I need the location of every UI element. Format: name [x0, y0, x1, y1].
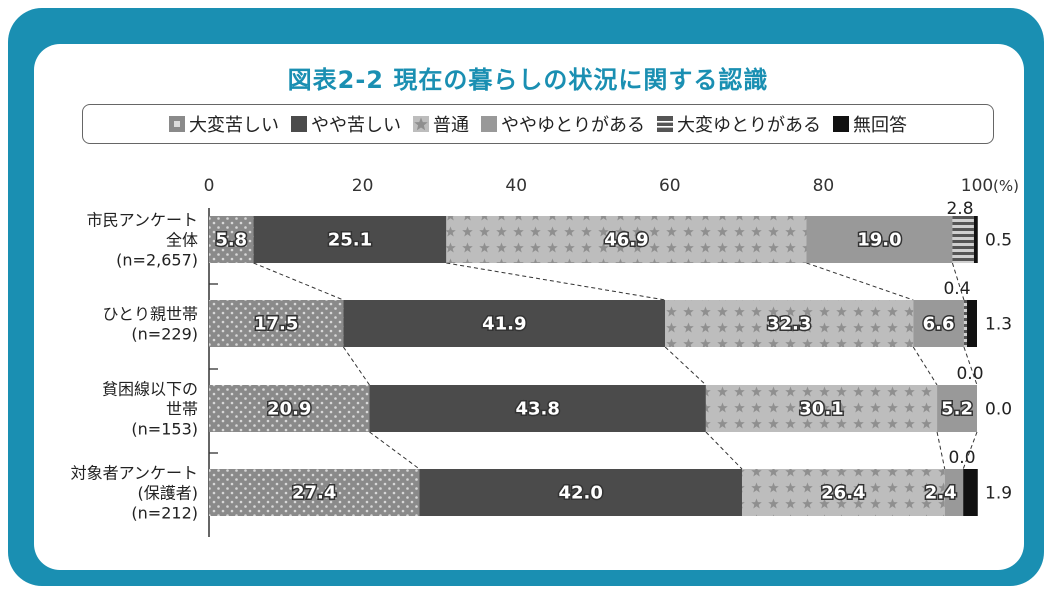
category-label: (保護者) [138, 484, 199, 503]
bar-segment [806, 216, 953, 263]
data-label: 0.0 [948, 448, 975, 468]
legend-item: 大変苦しい [169, 111, 279, 137]
data-label: 6.6 [923, 314, 955, 335]
chart-title: 図表2-2 現在の暮らしの状況に関する認識 [287, 66, 769, 94]
connector-line [936, 431, 946, 470]
bar-segment [963, 300, 968, 347]
connector-line [446, 262, 666, 301]
data-label: 17.5 [254, 314, 298, 335]
connector-line [705, 431, 743, 470]
legend-item: やや苦しい [291, 111, 401, 137]
bar-segment [369, 385, 706, 432]
legend-swatch [169, 116, 185, 132]
data-label: 25.1 [328, 230, 372, 251]
bar-segment [446, 216, 807, 263]
data-label: 42.0 [559, 483, 603, 504]
connector-line [664, 346, 707, 386]
data-label: 2.4 [925, 483, 957, 504]
data-label: 19.0 [857, 230, 901, 251]
data-label: 0.4 [943, 279, 970, 299]
bar-segment [665, 300, 914, 347]
legend: 大変苦しい やや苦しい 普通 ややゆとりがある 大変ゆとりがある 無回答 [82, 104, 994, 144]
data-label: 41.9 [482, 314, 526, 335]
bar-segment [967, 300, 977, 347]
category-label: (n=2,657) [116, 251, 198, 270]
axis-unit: (%) [993, 177, 1019, 195]
category-label: ひとり親世帯 [102, 305, 198, 324]
bar-segment [973, 216, 978, 263]
bar-segment [209, 216, 254, 263]
x-tick-label: 40 [505, 176, 527, 196]
legend-label: 普通 [433, 115, 469, 136]
bar-segment [343, 300, 666, 347]
connector-line [369, 431, 420, 470]
legend-label: やや苦しい [311, 115, 401, 136]
bar-segment [209, 300, 344, 347]
bar-segment [963, 469, 978, 516]
legend-item: ややゆとりがある [481, 111, 645, 137]
legend-swatch [833, 116, 849, 132]
legend-label: 無回答 [853, 115, 907, 136]
legend-item: 大変ゆとりがある [657, 111, 821, 137]
bar-segment [209, 385, 370, 432]
x-tick-label: 20 [352, 176, 374, 196]
data-label: 1.3 [985, 315, 1012, 335]
legend-item: 無回答 [833, 111, 907, 137]
connector-line [253, 262, 344, 301]
data-label: 1.9 [985, 484, 1012, 504]
bar-segment [419, 469, 742, 516]
bar-segment [209, 469, 420, 516]
bar-segment [944, 469, 964, 516]
connector-line [342, 346, 370, 386]
category-label: (n=212) [131, 504, 198, 523]
x-tick-label: 80 [813, 176, 835, 196]
data-label: 0.0 [956, 364, 983, 384]
bar-segment [913, 300, 964, 347]
x-tick-label: 100 [961, 176, 993, 196]
x-tick-label: 0 [204, 176, 215, 196]
category-label: 市民アンケート [87, 211, 198, 230]
category-label: (n=153) [131, 420, 198, 439]
legend-label: ややゆとりがある [501, 115, 645, 136]
bar-segment [705, 385, 938, 432]
legend-swatch [413, 116, 429, 132]
legend-swatch [291, 116, 307, 132]
data-label: 2.8 [946, 199, 973, 219]
data-label: 5.8 [215, 230, 247, 251]
legend-item: 普通 [413, 111, 469, 137]
data-label: 30.1 [799, 399, 843, 420]
category-label: 世帯 [166, 400, 198, 419]
bar-segment [741, 469, 945, 516]
bar-segment [253, 216, 447, 263]
category-label: 貧困線以下の [102, 380, 198, 399]
legend-label: 大変ゆとりがある [677, 115, 821, 136]
connector-line [806, 262, 914, 301]
category-label: 対象者アンケート [71, 464, 198, 483]
data-label: 27.4 [292, 483, 336, 504]
bar-segment [952, 216, 974, 263]
legend-swatch [657, 116, 673, 132]
data-label: 43.8 [515, 399, 559, 420]
legend-label: 大変苦しい [189, 115, 279, 136]
bar-segment [937, 385, 977, 432]
x-tick-label: 60 [659, 176, 681, 196]
data-label: 46.9 [604, 230, 648, 251]
data-label: 5.2 [941, 399, 973, 420]
category-label: 全体 [166, 231, 198, 250]
data-label: 26.4 [821, 483, 865, 504]
data-label: 20.9 [267, 399, 311, 420]
data-label: 0.0 [985, 400, 1012, 420]
connector-line [912, 346, 938, 386]
legend-swatch [481, 116, 497, 132]
data-label: 0.5 [985, 231, 1012, 251]
data-label: 32.3 [767, 314, 811, 335]
category-label: (n=229) [131, 325, 198, 344]
